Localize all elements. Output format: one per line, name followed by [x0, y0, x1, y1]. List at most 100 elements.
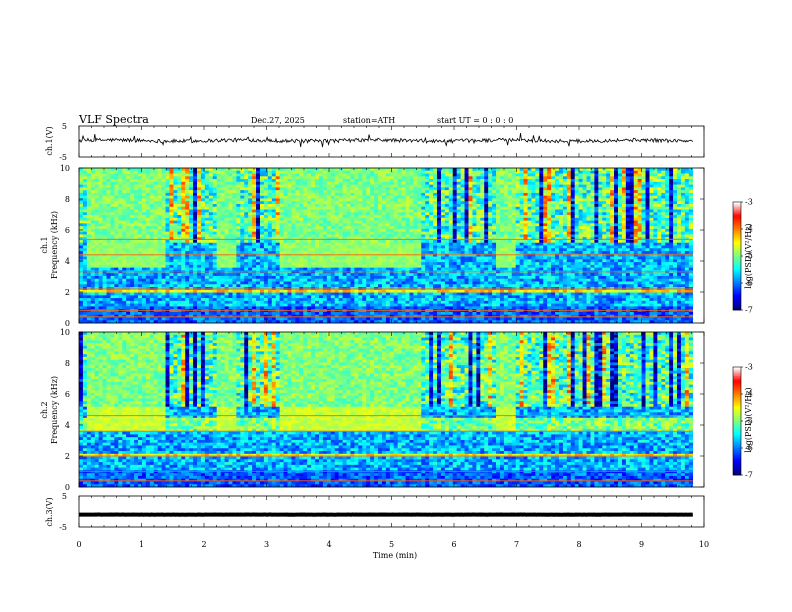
- spectrogram-cell: [338, 231, 343, 235]
- spectrogram-cell: [275, 231, 280, 235]
- spectrogram-cell: [362, 176, 367, 180]
- spectrogram-cell: [193, 320, 198, 324]
- spectrogram-cell: [200, 190, 206, 194]
- spectrogram-cell: [307, 190, 312, 194]
- spectrogram-cell: [126, 278, 131, 282]
- spectrogram-cell: [381, 239, 387, 244]
- spectrogram-cell: [378, 262, 383, 266]
- spectrogram-cell: [165, 303, 170, 307]
- spectrogram-cell: [141, 303, 147, 307]
- spectrogram-cell: [315, 314, 320, 318]
- spectrogram-cell: [267, 256, 273, 260]
- spectrogram-cell: [409, 220, 414, 224]
- spectrogram-cell: [303, 314, 308, 318]
- spectrogram-cell: [252, 242, 257, 246]
- spectrogram-cell: [86, 278, 92, 282]
- spectrogram-cell: [326, 192, 332, 196]
- spectrogram-cell: [326, 195, 332, 199]
- spectrogram-cell: [358, 242, 363, 246]
- spectrogram-cell: [200, 203, 206, 208]
- spectrogram-cell: [405, 298, 410, 302]
- spectrogram-cell: [389, 256, 395, 260]
- spectrogram-cell: [200, 281, 206, 285]
- spectrogram-cell: [236, 264, 241, 268]
- spectrogram-cell: [381, 248, 387, 252]
- spectrogram-cell: [299, 306, 304, 310]
- spectrogram-cell: [358, 278, 363, 282]
- spectrogram-cell: [362, 264, 367, 268]
- spectrogram-cell: [366, 306, 371, 310]
- spectrogram-cell: [240, 253, 245, 257]
- spectrogram-cell: [322, 215, 328, 219]
- spectrogram-cell: [318, 212, 324, 216]
- spectrogram-cell: [248, 201, 253, 205]
- spectrogram-cell: [366, 192, 371, 196]
- spectrogram-cell: [130, 234, 135, 238]
- spectrogram-cell: [82, 300, 88, 304]
- spectrogram-cell: [334, 306, 339, 310]
- spectrogram-cell: [275, 179, 280, 183]
- spectrogram-cell: [342, 278, 347, 282]
- spectrogram-cell: [315, 292, 320, 296]
- spectrogram-cell: [334, 295, 339, 299]
- spectrogram-cell: [259, 248, 265, 252]
- spectrogram-cell: [267, 192, 273, 196]
- spectrogram-cell: [79, 190, 84, 194]
- spectrogram-cell: [350, 170, 355, 174]
- spectrogram-cell: [98, 187, 103, 191]
- spectrogram-cell: [165, 187, 170, 191]
- spectrogram-cell: [287, 248, 292, 252]
- spectrogram-cell: [244, 300, 249, 304]
- spectrogram-cell: [256, 306, 261, 310]
- spectrogram-cell: [228, 275, 233, 280]
- spectrogram-cell: [342, 201, 347, 205]
- spectrogram-cell: [94, 253, 99, 257]
- spectrogram-cell: [200, 231, 206, 235]
- spectrogram-cell: [385, 192, 391, 196]
- spectrogram-cell: [287, 176, 292, 180]
- spectrogram-cell: [149, 264, 155, 268]
- spectrogram-cell: [134, 303, 139, 307]
- spectrogram-cell: [189, 264, 194, 268]
- spectrogram-cell: [86, 267, 92, 271]
- spectrogram-cell: [106, 234, 111, 238]
- spectrogram-cell: [378, 300, 383, 304]
- spectrogram-cell: [401, 303, 406, 307]
- spectrogram-cell: [157, 262, 162, 266]
- spectrogram-cell: [204, 173, 210, 177]
- spectrogram-cell: [397, 220, 402, 224]
- spectrogram-cell: [169, 289, 174, 293]
- spectrogram-cell: [90, 264, 96, 268]
- spectrogram-cell: [334, 203, 339, 208]
- spectrogram-cell: [311, 212, 316, 216]
- spectrogram-cell: [318, 289, 324, 293]
- spectrogram-cell: [358, 195, 363, 199]
- spectrogram-cell: [228, 300, 233, 304]
- spectrogram-cell: [126, 206, 131, 210]
- spectrogram-cell: [409, 281, 414, 285]
- spectrogram-cell: [224, 192, 229, 196]
- spectrogram-cell: [267, 242, 273, 246]
- spectrogram-cell: [126, 201, 131, 205]
- spectrogram-cell: [149, 173, 155, 177]
- spectrogram-cell: [204, 248, 210, 252]
- spectrogram-cell: [295, 278, 300, 282]
- spectrogram-cell: [370, 242, 375, 246]
- spectrogram-cell: [330, 278, 336, 282]
- spectrogram-cell: [98, 239, 103, 244]
- spectrogram-cell: [98, 234, 103, 238]
- spectrogram-cell: [82, 215, 88, 219]
- spectrogram-cell: [295, 234, 300, 238]
- spectrogram-cell: [114, 314, 119, 318]
- spectrogram-cell: [259, 317, 265, 321]
- spectrogram-cell: [311, 306, 316, 310]
- spectrogram-cell: [181, 264, 186, 268]
- spectrogram-cell: [102, 289, 107, 293]
- spectrogram-cell: [275, 195, 280, 199]
- spectrogram-cell: [177, 292, 182, 296]
- spectrogram-cell: [197, 170, 202, 174]
- spectrogram-cell: [259, 187, 265, 191]
- spectrogram-cell: [216, 314, 221, 318]
- spectrogram-cell: [189, 237, 194, 241]
- spectrogram-cell: [82, 264, 88, 268]
